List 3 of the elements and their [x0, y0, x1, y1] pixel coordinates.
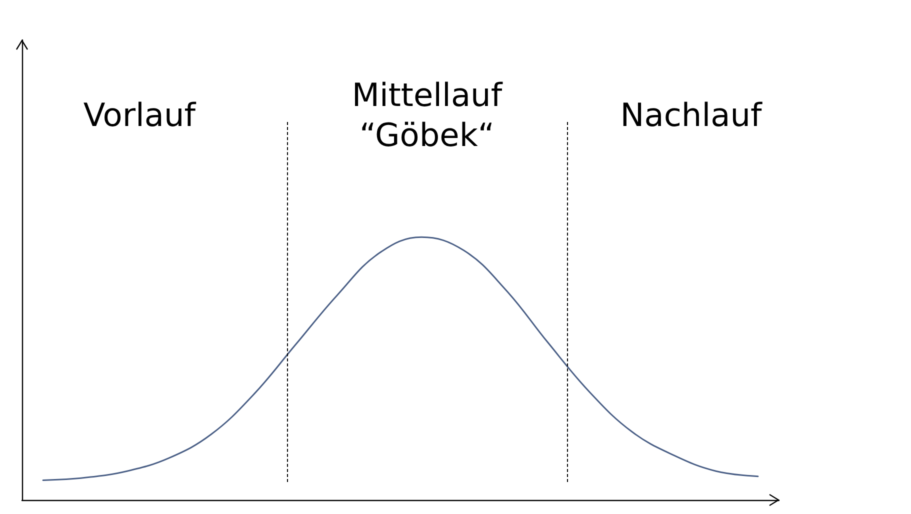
text: Nachlauf	[620, 96, 762, 134]
text: Mittellauf “Göbek“	[352, 76, 503, 154]
text: Vorlauf	[83, 96, 196, 134]
